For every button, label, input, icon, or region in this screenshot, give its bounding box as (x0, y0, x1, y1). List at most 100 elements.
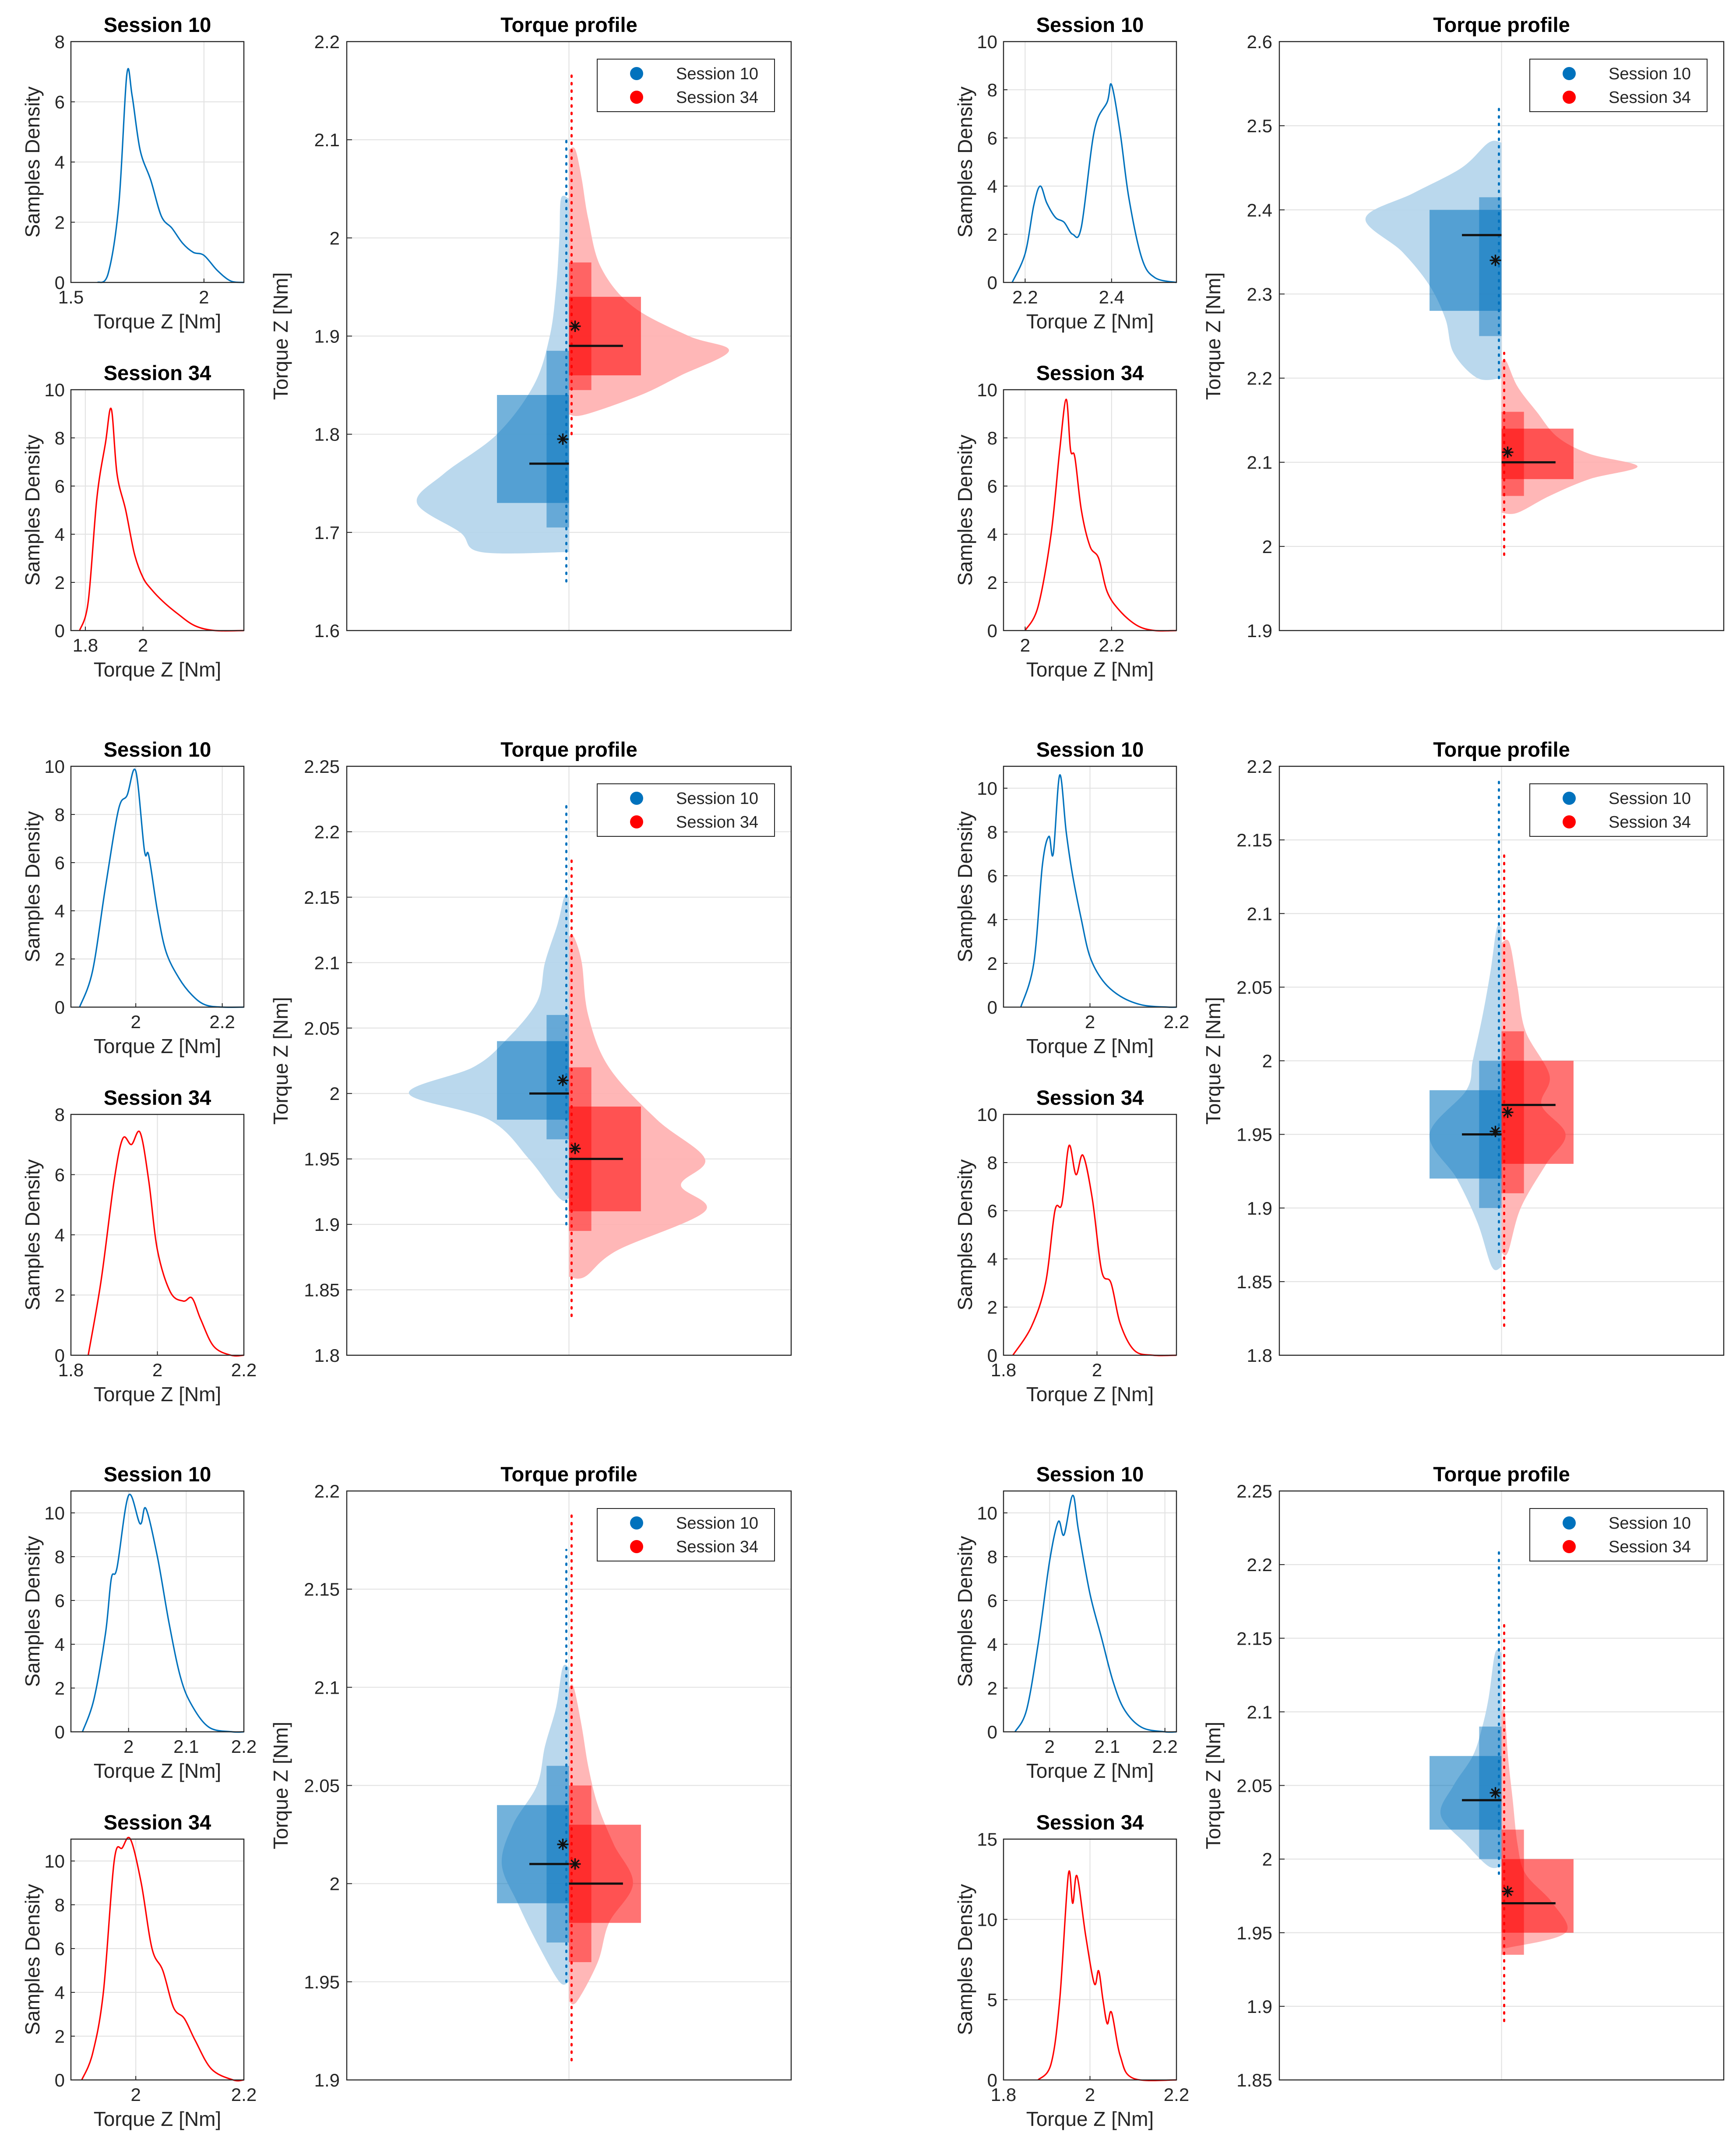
session-34-violin-shape (569, 147, 729, 416)
y-axis-label: Torque Z [Nm] (269, 1722, 292, 1849)
x-axis-label: Torque Z [Nm] (94, 1035, 221, 1057)
y-tick-label: 1.6 (314, 620, 340, 641)
axes-frame (1003, 1490, 1177, 1733)
y-tick-label: 6 (987, 1201, 997, 1221)
axes-frame (70, 765, 245, 1008)
x-axis-label: Torque Z [Nm] (1026, 658, 1154, 681)
session-10-inner-box (1479, 197, 1502, 336)
y-tick-label: 6 (55, 853, 65, 873)
y-tick-label: 4 (987, 524, 997, 545)
y-tick-label: 2.2 (314, 32, 340, 52)
y-tick-label: 2.05 (304, 1776, 340, 1796)
legend: Session 10 Session 34 (1529, 1508, 1708, 1561)
y-tick-label: 0 (987, 620, 997, 641)
legend-box (597, 783, 775, 837)
session-34-mean-marker (1502, 446, 1514, 458)
y-tick-label: 1.95 (304, 1149, 340, 1170)
y-tick-label: 1.95 (304, 1972, 340, 1992)
y-tick-label: 0 (55, 1345, 65, 1366)
y-tick-label: 8 (987, 822, 997, 842)
y-tick-label: 2 (55, 2026, 65, 2047)
x-tick-label: 2.2 (1099, 635, 1124, 656)
subplot-title: Session 34 (1036, 1811, 1144, 1834)
session-10-mean-marker (1490, 1787, 1501, 1799)
x-tick-label: 1.8 (991, 2084, 1016, 2105)
session-34-mean-marker (569, 1142, 581, 1154)
y-tick-label: 0 (987, 1722, 997, 1742)
y-tick-label: 2.1 (314, 130, 340, 150)
y-axis-label: Samples Density (954, 86, 976, 237)
y-tick-label: 8 (55, 1104, 65, 1125)
subplot-title: Session 10 (1036, 738, 1144, 761)
y-tick-label: 6 (987, 866, 997, 886)
x-tick-label: 2 (1045, 1736, 1055, 1757)
y-tick-label: 0 (55, 620, 65, 641)
y-axis-label: Samples Density (21, 811, 44, 962)
y-tick-label: 2 (987, 1678, 997, 1699)
legend-marker-session-34 (630, 815, 643, 828)
y-tick-label: 2.15 (304, 1579, 340, 1600)
session-10-iqr-box (497, 1805, 569, 1903)
legend-label-session-10: Session 10 (1609, 65, 1691, 83)
y-tick-label: 2 (987, 572, 997, 593)
y-tick-label: 15 (977, 1829, 997, 1850)
x-axis-label: Torque Z [Nm] (1026, 1383, 1154, 1406)
session-10-iqr-box (497, 1041, 569, 1120)
legend-marker-session-34 (1563, 91, 1576, 104)
session-10-iqr-box (1430, 1756, 1502, 1830)
x-tick-label: 2 (123, 1736, 134, 1757)
legend: Session 10 Session 34 (597, 783, 775, 837)
violin-panel: 1.6 1.7 1.8 1.9 2 2.1 2.2 Torque profile Torque … (269, 13, 792, 641)
subplot-title: Session 10 (104, 1463, 211, 1486)
legend-label-session-10: Session 10 (676, 1514, 758, 1533)
y-tick-label: 1.85 (1236, 1272, 1272, 1292)
y-tick-label: 1.9 (1247, 620, 1272, 641)
legend-box (1529, 1508, 1708, 1561)
y-axis-label: Torque Z [Nm] (269, 272, 292, 400)
y-tick-label: 2 (1262, 536, 1272, 557)
x-tick-label: 2.2 (231, 1360, 257, 1380)
subplot-title: Session 10 (1036, 1463, 1144, 1486)
y-tick-label: 2.05 (1236, 1776, 1272, 1796)
y-tick-label: 1.9 (314, 1214, 340, 1235)
legend-label-session-34: Session 34 (1609, 1538, 1691, 1556)
session-34-iqr-box (1501, 1859, 1574, 1933)
y-axis-label: Samples Density (954, 434, 976, 585)
session-10-panel: 2 2.2 0 2 4 6 8 10 Session 10 Torque Z [Nm] Sample… (954, 738, 1189, 1057)
x-tick-label: 2.2 (1152, 1736, 1177, 1757)
violin-title: Torque profile (500, 1463, 637, 1486)
y-tick-label: 6 (55, 92, 65, 113)
y-tick-label: 8 (987, 80, 997, 100)
y-axis-label: Samples Density (21, 1884, 44, 2035)
y-tick-label: 2.2 (1247, 756, 1272, 777)
y-tick-label: 2.05 (1236, 977, 1272, 997)
legend-box (1529, 59, 1708, 112)
y-tick-label: 2 (987, 953, 997, 974)
y-tick-label: 1.8 (314, 1345, 340, 1366)
y-axis-label: Samples Density (21, 1159, 44, 1310)
y-tick-label: 2 (330, 1874, 340, 1894)
y-tick-label: 8 (55, 1547, 65, 1567)
session-34-panel: 2 2.2 0 2 4 6 8 10 Session 34 Torque Z [Nm] Sample… (954, 361, 1177, 681)
session-10-density-curve (1011, 83, 1177, 283)
axes-frame (70, 1838, 245, 2081)
y-tick-label: 10 (977, 1909, 997, 1930)
axes-frame (346, 765, 792, 1356)
y-tick-label: 10 (977, 1104, 997, 1125)
session-34-panel: 1.8 2 0 2 4 6 8 10 Session 34 Torque Z [Nm] Sample… (954, 1086, 1177, 1406)
session-34-mean-marker (569, 321, 581, 332)
x-tick-label: 2 (1085, 1012, 1095, 1032)
y-tick-label: 8 (987, 428, 997, 448)
legend-box (597, 1508, 775, 1561)
session-34-mean-marker (1502, 1886, 1514, 1897)
violin-title: Torque profile (1433, 738, 1570, 761)
subplot-title: Session 34 (104, 361, 211, 384)
x-axis-label: Torque Z [Nm] (94, 1383, 221, 1406)
y-tick-label: 2 (55, 212, 65, 233)
session-10-mean-marker (1490, 1125, 1501, 1137)
session-34-density-curve (79, 407, 244, 632)
violin-panel: 1.85 1.9 1.95 2 2.05 2.1 2.15 2.2 2.25 Torque pro… (1202, 1463, 1725, 2090)
legend: Session 10 Session 34 (597, 1508, 775, 1561)
session-34-density-curve (87, 1130, 244, 1357)
x-axis-label: Torque Z [Nm] (94, 1759, 221, 1782)
